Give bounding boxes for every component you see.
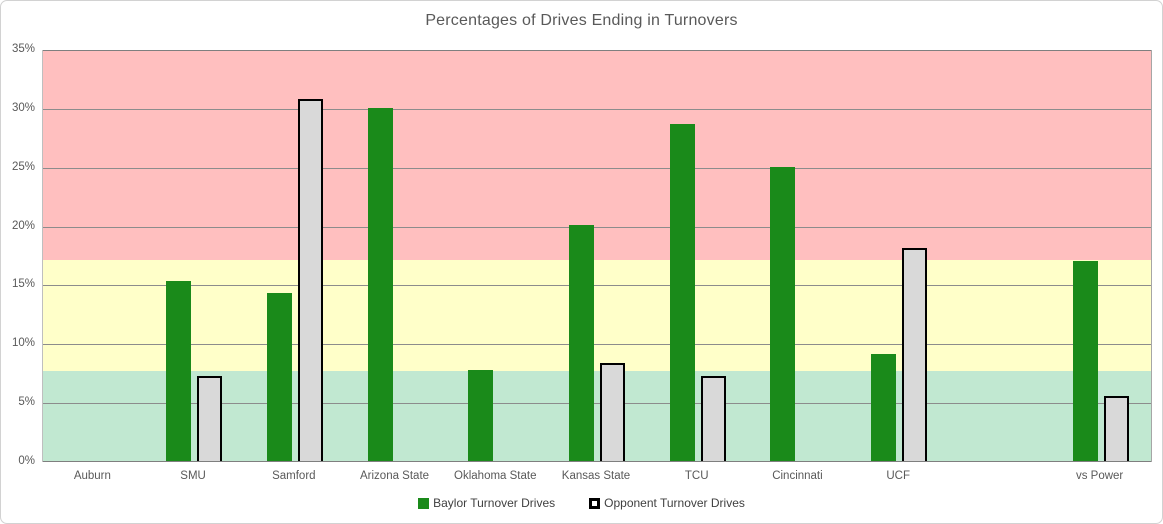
x-tick-cincinnati: Cincinnati [772,470,823,482]
bar-Cincinnati-baylor [770,166,796,462]
y-tick-10: 10% [11,337,35,350]
x-tick-vs-power: vs Power [1075,470,1124,482]
x-tick-oklahoma-state: Oklahoma State [454,470,537,482]
y-tick-25: 25% [11,160,35,173]
bar-TCU-opponent [700,376,726,462]
gridline-25 [43,167,1151,169]
legend-item-baylor: Baylor Turnover Drives [418,496,555,510]
band-good [43,371,1151,462]
legend-swatch-icon [589,497,601,509]
bar-Samford-opponent [297,99,323,462]
bar-UCF-opponent [902,247,928,462]
y-tick-20: 20% [11,219,35,232]
bar-TCU-baylor [669,124,695,462]
bar-Samford-baylor [266,292,292,462]
x-tick-smu: SMU [180,470,206,482]
bar-Kansas State-opponent [600,363,625,462]
legend-label: Baylor Turnover Drives [433,496,556,510]
x-tick-arizona-state: Arizona State [360,470,430,482]
y-tick-5: 5% [18,396,35,409]
plot-area [42,50,1152,462]
bar-SMU-baylor [166,280,192,462]
gridline-20 [43,226,1151,228]
y-tick-15: 15% [11,278,35,291]
gridline-35 [43,50,1151,51]
gridline-5 [43,403,1151,405]
bar-Arizona State-baylor [367,107,393,462]
y-tick-35: 35% [11,43,35,55]
x-tick-auburn: Auburn [73,470,111,482]
bar-UCF-baylor [871,353,897,462]
bar-vs Power-opponent [1103,396,1129,462]
legend-swatch-icon [418,497,430,509]
x-tick-samford: Samford [272,470,316,482]
legend: Baylor Turnover Drives Opponent Turnover … [1,496,1162,510]
y-tick-0: 0% [18,455,35,467]
x-axis-line [43,461,1151,462]
bar-vs Power-baylor [1072,260,1098,462]
gridline-10 [43,344,1151,346]
legend-item-opponent: Opponent Turnover Drives [589,496,745,510]
x-tick-tcu: TCU [684,470,709,482]
x-tick-kansas-state: Kansas State [561,470,631,482]
band-caution [43,259,1151,372]
bar-Oklahoma State-baylor [468,370,494,462]
chart-title: Percentages of Drives Ending in Turnover… [425,12,738,29]
gridline-30 [43,108,1151,110]
band-bad [43,50,1151,260]
legend-label: Opponent Turnover Drives [604,496,745,510]
x-tick-ucf: UCF [886,470,910,482]
y-tick-30: 30% [11,101,35,114]
bar-SMU-opponent [197,376,223,462]
bar-Kansas State-baylor [569,225,594,462]
gridline-15 [43,285,1151,287]
